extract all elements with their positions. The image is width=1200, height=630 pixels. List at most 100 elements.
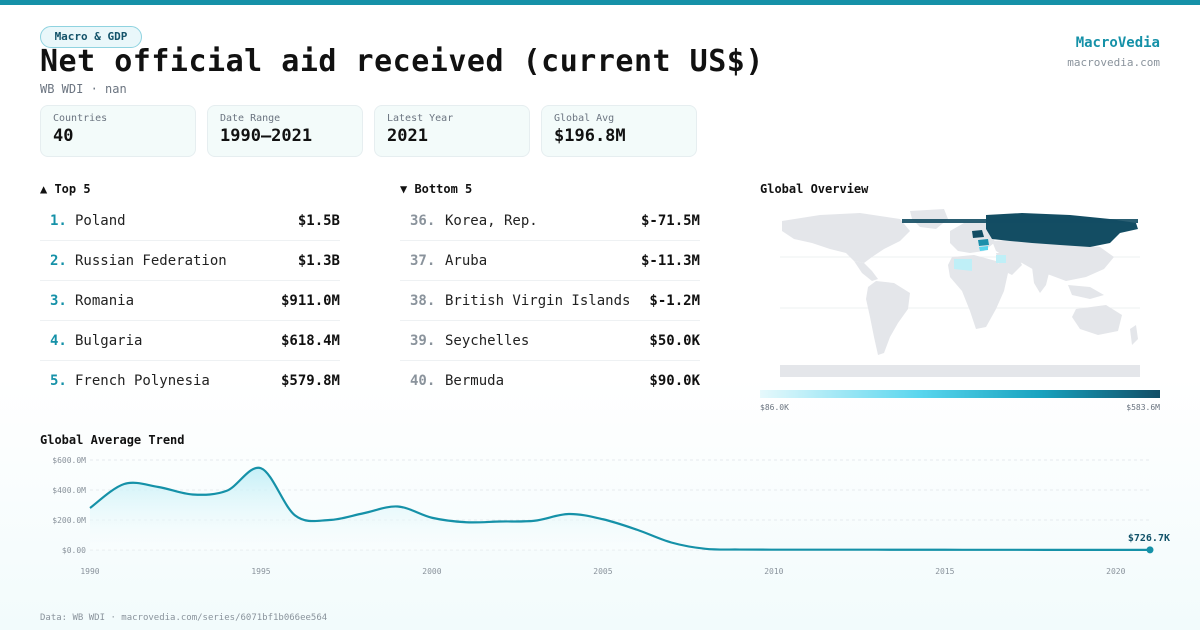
list-item[interactable]: 40. Bermuda $90.0K	[400, 361, 700, 401]
category-tag[interactable]: Macro & GDP	[40, 26, 142, 48]
land-australia	[1072, 305, 1122, 335]
list-item[interactable]: 5. French Polynesia $579.8M	[40, 361, 340, 401]
list-item[interactable]: 39. Seychelles $50.0K	[400, 321, 700, 361]
stat-label: Date Range	[220, 113, 281, 124]
last-point-marker	[1146, 546, 1154, 554]
land-new-zealand	[1130, 325, 1138, 345]
country-name: Seychelles	[445, 332, 530, 349]
rank-number: 1.	[50, 212, 67, 229]
page-subtitle: WB WDI · nan	[40, 82, 127, 96]
trend-heading: Global Average Trend	[40, 433, 185, 447]
x-tick-label: 1995	[251, 567, 270, 576]
list-item[interactable]: 2. Russian Federation $1.3B	[40, 241, 340, 281]
stat-latest-year: Latest Year 2021	[374, 105, 530, 157]
country-value: $-11.3M	[640, 252, 700, 269]
country-name: Aruba	[445, 252, 488, 269]
land-central-america	[854, 261, 878, 281]
footer-source: Data: WB WDI · macrovedia.com/series/607…	[40, 613, 328, 623]
country-value: $1.5B	[297, 212, 340, 229]
world-map[interactable]	[760, 205, 1160, 380]
country-romania[interactable]	[978, 239, 989, 246]
country-name: Korea, Rep.	[445, 212, 538, 229]
rank-number: 39.	[410, 332, 436, 349]
color-scale-bar	[760, 390, 1160, 398]
land-asia	[992, 239, 1114, 281]
scale-min-label: $86.0K	[760, 403, 789, 412]
trend-chart-svg: $0.00 $200.0M $400.0M $600.0M 1990 1995 2000 20…	[52, 456, 1170, 576]
rank-number: 4.	[50, 332, 67, 349]
list-item[interactable]: 36. Korea, Rep. $-71.5M	[400, 201, 700, 241]
x-tick-label: 2000	[422, 567, 441, 576]
rank-number: 36.	[410, 212, 436, 229]
page-title: Net official aid received (current US$)	[40, 44, 764, 79]
country-value: $-71.5M	[640, 212, 700, 229]
y-tick-label: $400.0M	[52, 486, 86, 495]
country-low-value[interactable]	[954, 259, 972, 271]
country-value: $579.8M	[280, 373, 340, 389]
stat-value: $196.8M	[554, 126, 626, 146]
list-item[interactable]: 1. Poland $1.5B	[40, 201, 340, 241]
stat-value: 2021	[387, 126, 428, 146]
country-value: $90.0K	[649, 373, 700, 389]
country-bulgaria[interactable]	[979, 246, 988, 251]
country-low-value[interactable]	[996, 255, 1006, 263]
country-name: British Virgin Islands	[445, 292, 631, 309]
brand-logo[interactable]: MacroVedia	[1075, 35, 1160, 51]
map-heading: Global Overview	[760, 182, 869, 196]
stat-countries: Countries 40	[40, 105, 196, 157]
list-item[interactable]: 4. Bulgaria $618.4M	[40, 321, 340, 361]
country-name: Russian Federation	[75, 252, 227, 269]
stat-date-range: Date Range 1990–2021	[207, 105, 363, 157]
country-name: Bermuda	[445, 373, 505, 389]
country-name: French Polynesia	[75, 373, 210, 389]
brand-url[interactable]: macrovedia.com	[1067, 56, 1160, 69]
stat-label: Latest Year	[387, 113, 454, 124]
country-name: Poland	[75, 212, 126, 229]
trend-area	[90, 467, 1150, 550]
rank-number: 5.	[50, 373, 67, 389]
land-north-america	[782, 213, 910, 263]
top5-list: 1. Poland $1.5B 2. Russian Federation $1.3…	[40, 201, 340, 401]
stat-value: 40	[53, 126, 74, 146]
stat-label: Global Avg	[554, 113, 615, 124]
list-item[interactable]: 3. Romania $911.0M	[40, 281, 340, 321]
x-tick-label: 2020	[1106, 567, 1125, 576]
x-tick-label: 2015	[935, 567, 954, 576]
scale-max-label: $583.6M	[1126, 403, 1160, 412]
accent-top-bar	[0, 0, 1200, 5]
list-item[interactable]: 37. Aruba $-11.3M	[400, 241, 700, 281]
rank-number: 2.	[50, 252, 67, 269]
rank-number: 40.	[410, 373, 436, 389]
country-name: Romania	[75, 292, 135, 309]
country-value: $1.3B	[297, 252, 340, 269]
stat-value: 1990–2021	[220, 126, 313, 146]
country-poland[interactable]	[972, 230, 984, 238]
trend-line	[89, 466, 1151, 551]
rank-number: 37.	[410, 252, 436, 269]
list-item[interactable]: 38. British Virgin Islands $-1.2M	[400, 281, 700, 321]
country-value: $50.0K	[649, 332, 700, 349]
y-tick-label: $600.0M	[52, 456, 86, 465]
northern-territories-band	[902, 219, 1138, 223]
rank-number: 38.	[410, 292, 436, 309]
x-tick-label: 1990	[80, 567, 99, 576]
bottom5-list: 36. Korea, Rep. $-71.5M 37. Aruba $-11.3M …	[400, 201, 700, 401]
land-africa	[948, 255, 1008, 329]
trend-chart[interactable]: $0.00 $200.0M $400.0M $600.0M 1990 1995 2000 20…	[30, 448, 1180, 587]
x-tick-label: 2005	[593, 567, 612, 576]
country-value: $911.0M	[280, 292, 340, 309]
last-value-label: $726.7K	[1128, 533, 1170, 544]
top5-heading: ▲ Top 5	[40, 182, 91, 196]
world-map-svg	[780, 209, 1140, 377]
bottom5-heading: ▼ Bottom 5	[400, 182, 473, 196]
y-tick-label: $200.0M	[52, 516, 86, 525]
country-value: $618.4M	[280, 332, 340, 349]
land-south-america	[866, 281, 910, 355]
land-southeast-asia	[1068, 285, 1104, 299]
y-tick-label: $0.00	[62, 546, 86, 555]
land-antarctica	[780, 365, 1140, 377]
country-value: $-1.2M	[649, 292, 700, 309]
x-tick-label: 2010	[764, 567, 783, 576]
land-india	[1032, 267, 1050, 293]
rank-number: 3.	[50, 292, 67, 309]
